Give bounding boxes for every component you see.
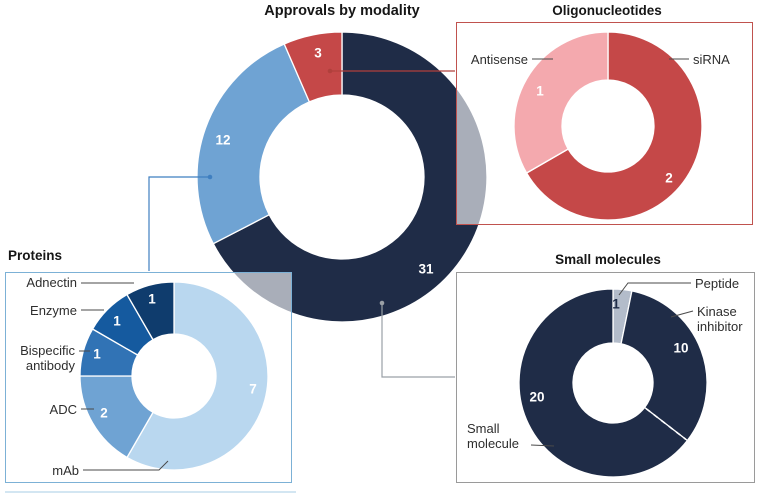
small-dashed-divider xyxy=(645,408,687,440)
small-connector-dot xyxy=(379,300,385,306)
oligo-segment-antisense xyxy=(513,31,609,174)
proteins-segment-adnectin xyxy=(126,281,175,341)
small-connector xyxy=(381,303,455,378)
leader-kinase xyxy=(670,310,694,318)
small-segment-small-molecule xyxy=(518,288,688,478)
main-segment-oligonucleotides xyxy=(283,31,343,103)
leader-peptide xyxy=(618,282,691,296)
main-chart-title: Approvals by modality xyxy=(264,3,420,19)
oligonucleotides-title: Oligonucleotides xyxy=(552,3,662,18)
leader-mab xyxy=(83,460,169,471)
proteins-connector xyxy=(148,176,210,271)
oligo-segment-sirna xyxy=(525,31,703,221)
proteins-connector-dot xyxy=(207,174,213,180)
oligo-connector-dot xyxy=(327,68,333,74)
small-molecules-title: Small molecules xyxy=(555,252,661,267)
proteins-segment-mab xyxy=(126,281,269,471)
proteins-title: Proteins xyxy=(8,248,63,263)
leader-small-molecule xyxy=(530,444,555,447)
